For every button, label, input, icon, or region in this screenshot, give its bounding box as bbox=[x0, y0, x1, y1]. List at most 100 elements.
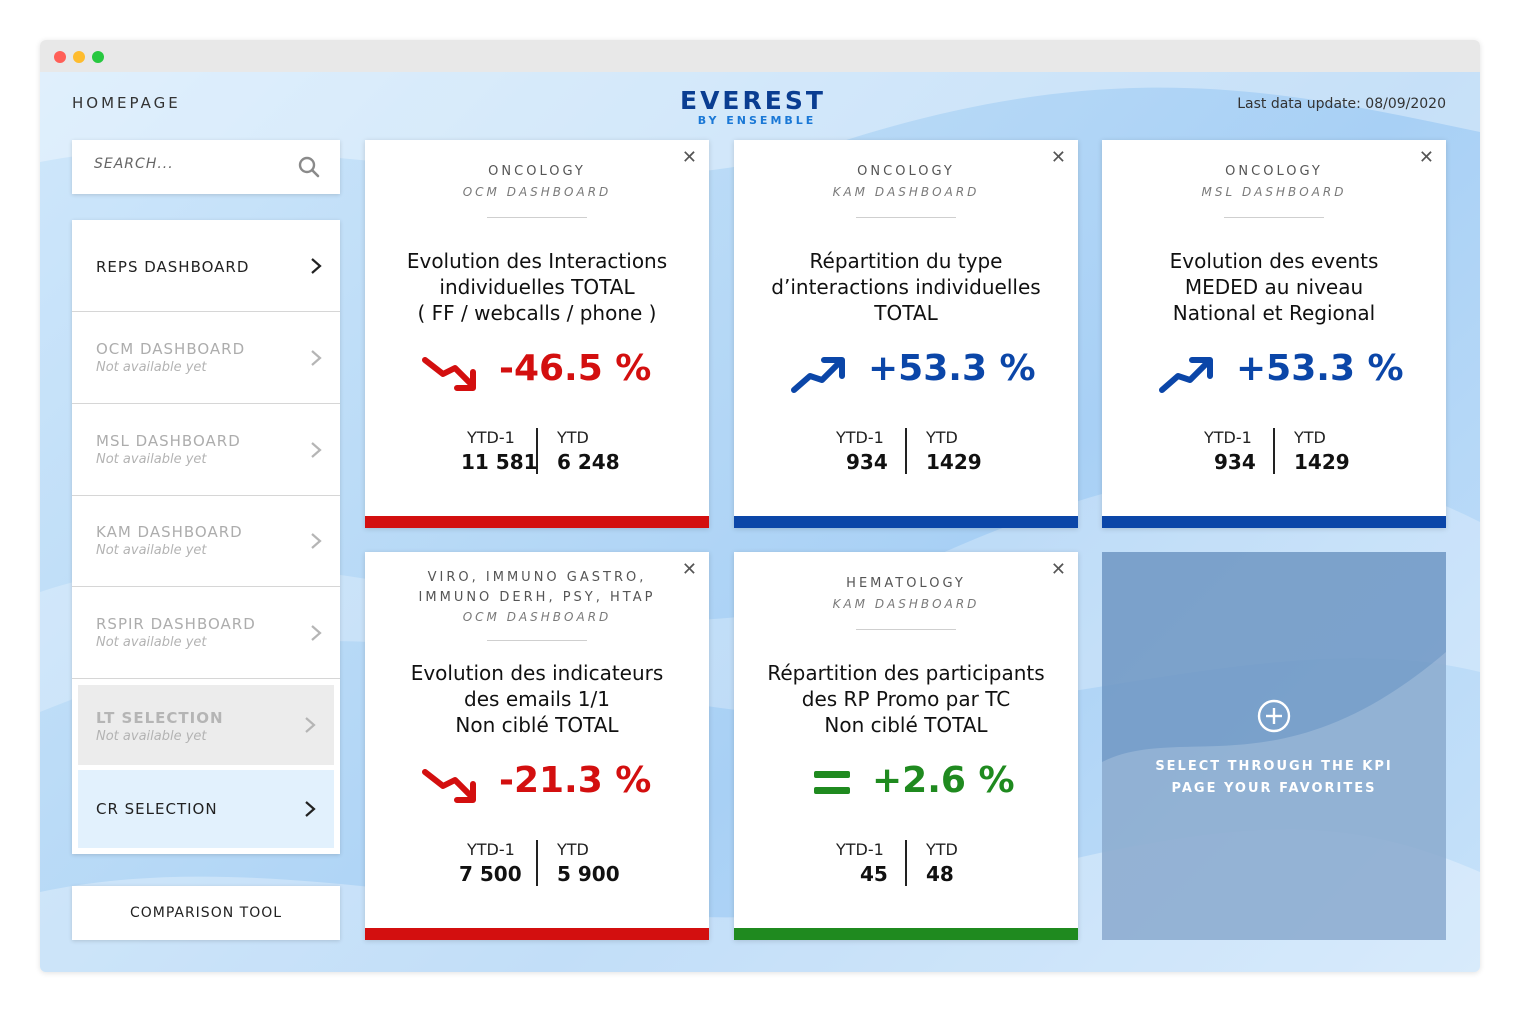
close-icon[interactable]: ✕ bbox=[1418, 147, 1434, 168]
browser-window: HOMEPAGE EVEREST BY ENSEMBLE Last data u… bbox=[40, 40, 1480, 972]
card-title-line: Evolution des events bbox=[1169, 249, 1379, 273]
close-window-icon[interactable] bbox=[54, 51, 66, 63]
kpi-value: +53.3 % bbox=[868, 348, 1036, 389]
card-title-line: Non ciblé TOTAL bbox=[455, 713, 619, 737]
card-title-line: Répartition du type bbox=[809, 249, 1003, 273]
add-favorite-card[interactable]: SELECT THROUGH THE KPI PAGE YOUR FAVORIT… bbox=[1102, 552, 1446, 940]
search-icon[interactable] bbox=[298, 156, 320, 178]
ytd-value: 6 248 bbox=[557, 450, 620, 474]
placeholder-text: SELECT THROUGH THE KPI PAGE YOUR FAVORIT… bbox=[1132, 756, 1416, 800]
card-title-line: National et Regional bbox=[1172, 301, 1376, 325]
ytd1-label: YTD-1 bbox=[836, 428, 884, 447]
card-title-line: Evolution des indicateurs bbox=[410, 661, 664, 685]
kpi-card[interactable]: ✕ ONCOLOGY MSL DASHBOARD Evolution des e… bbox=[1102, 140, 1446, 528]
card-divider bbox=[487, 217, 587, 218]
window-titlebar bbox=[40, 40, 1480, 72]
sidebar-item-reps-dashboard[interactable]: REPS DASHBOARD bbox=[72, 220, 340, 312]
search-input[interactable] bbox=[94, 156, 284, 172]
ytd1-label: YTD-1 bbox=[467, 428, 515, 447]
logo-sub-text: BY ENSEMBLE bbox=[697, 114, 817, 127]
trend-down-icon bbox=[422, 357, 476, 391]
sidebar-item-kam-dashboard[interactable]: KAM DASHBOARD Not available yet bbox=[72, 496, 340, 587]
card-title: Evolution des events MEDED au niveau Nat… bbox=[1112, 248, 1436, 326]
kpi-card[interactable]: ✕ ONCOLOGY OCM DASHBOARD Evolution des I… bbox=[365, 140, 709, 528]
ytd-separator bbox=[905, 428, 907, 474]
card-dashboard: OCM DASHBOARD bbox=[462, 185, 612, 199]
ytd-label: YTD bbox=[557, 840, 589, 859]
sidebar-item-label: REPS DASHBOARD bbox=[96, 258, 250, 276]
ytd-label: YTD bbox=[926, 840, 958, 859]
card-category: ONCOLOGY bbox=[857, 164, 955, 179]
ytd1-value: 11 581 bbox=[461, 450, 538, 474]
card-status-bar bbox=[365, 928, 709, 940]
card-dashboard: MSL DASHBOARD bbox=[1201, 185, 1347, 199]
card-dashboard: OCM DASHBOARD bbox=[462, 610, 612, 624]
sidebar-item-label: KAM DASHBOARD bbox=[96, 523, 243, 541]
placeholder-line: SELECT THROUGH THE KPI bbox=[1155, 759, 1393, 774]
ytd-value: 48 bbox=[926, 862, 954, 886]
card-category: HEMATOLOGY bbox=[846, 576, 966, 591]
kpi-card[interactable]: ✕ VIRO, IMMUNO GASTRO, IMMUNO DERH, PSY,… bbox=[365, 552, 709, 940]
sidebar-item-status: Not available yet bbox=[96, 360, 207, 375]
ytd1-label: YTD-1 bbox=[1204, 428, 1252, 447]
card-status-bar bbox=[1102, 516, 1446, 528]
sidebar-item-label: CR SELECTION bbox=[96, 800, 218, 818]
placeholder-line: PAGE YOUR FAVORITES bbox=[1171, 781, 1377, 796]
ytd-separator bbox=[536, 840, 538, 886]
ytd1-value: 45 bbox=[860, 862, 888, 886]
card-divider bbox=[1224, 217, 1324, 218]
last-data-update: Last data update: 08/09/2020 bbox=[1237, 96, 1446, 112]
card-divider bbox=[856, 217, 956, 218]
chevron-right-icon bbox=[305, 801, 316, 817]
card-title-line: Evolution des Interactions bbox=[406, 249, 668, 273]
ytd-value: 1429 bbox=[926, 450, 982, 474]
close-icon[interactable]: ✕ bbox=[681, 147, 697, 168]
card-title-line: individuelles TOTAL bbox=[439, 275, 635, 299]
plus-circle-icon[interactable] bbox=[1256, 698, 1292, 734]
card-title-line: ( FF / webcalls / phone ) bbox=[417, 301, 657, 325]
close-icon[interactable]: ✕ bbox=[681, 559, 697, 580]
sidebar-item-label: LT SELECTION bbox=[96, 709, 224, 727]
close-icon[interactable]: ✕ bbox=[1050, 559, 1066, 580]
kpi-card[interactable]: ✕ HEMATOLOGY KAM DASHBOARD Répartition d… bbox=[734, 552, 1078, 940]
sidebar-item-msl-dashboard[interactable]: MSL DASHBOARD Not available yet bbox=[72, 404, 340, 496]
maximize-window-icon[interactable] bbox=[92, 51, 104, 63]
kpi-value: -46.5 % bbox=[499, 348, 652, 389]
card-status-bar bbox=[734, 928, 1078, 940]
card-category: IMMUNO DERH, PSY, HTAP bbox=[418, 590, 656, 605]
sidebar-item-cr-selection[interactable]: CR SELECTION bbox=[78, 770, 334, 848]
ytd1-value: 934 bbox=[1214, 450, 1256, 474]
sidebar-item-lt-selection[interactable]: LT SELECTION Not available yet bbox=[78, 685, 334, 765]
sidebar-item-ocm-dashboard[interactable]: OCM DASHBOARD Not available yet bbox=[72, 312, 340, 404]
card-title-line: Non ciblé TOTAL bbox=[824, 713, 988, 737]
sidebar-item-status: Not available yet bbox=[96, 635, 207, 650]
ytd-label: YTD bbox=[1294, 428, 1326, 447]
sidebar-nav: REPS DASHBOARD OCM DASHBOARD Not availab… bbox=[72, 220, 340, 854]
trend-up-icon bbox=[791, 357, 845, 393]
comparison-tool-button[interactable]: COMPARISON TOOL bbox=[72, 886, 340, 940]
card-title-line: des emails 1/1 bbox=[464, 687, 610, 711]
sidebar-item-status: Not available yet bbox=[96, 543, 207, 558]
card-title-line: des RP Promo par TC bbox=[801, 687, 1011, 711]
card-category: ONCOLOGY bbox=[1225, 164, 1323, 179]
ytd1-value: 934 bbox=[846, 450, 888, 474]
sidebar-item-status: Not available yet bbox=[96, 729, 207, 744]
sidebar-item-rspir-dashboard[interactable]: RSPIR DASHBOARD Not available yet bbox=[72, 587, 340, 679]
card-title: Evolution des Interactions individuelles… bbox=[375, 248, 699, 326]
card-category: ONCOLOGY bbox=[488, 164, 586, 179]
ytd-value: 1429 bbox=[1294, 450, 1350, 474]
kpi-card[interactable]: ✕ ONCOLOGY KAM DASHBOARD Répartition du … bbox=[734, 140, 1078, 528]
ytd1-label: YTD-1 bbox=[836, 840, 884, 859]
chevron-right-icon bbox=[311, 533, 322, 549]
card-title: Evolution des indicateurs des emails 1/1… bbox=[375, 660, 699, 738]
chevron-right-icon bbox=[311, 258, 322, 274]
card-category: VIRO, IMMUNO GASTRO, bbox=[427, 570, 647, 585]
card-title-line: Répartition des participants bbox=[767, 661, 1045, 685]
ytd1-label: YTD-1 bbox=[467, 840, 515, 859]
card-divider bbox=[487, 640, 587, 641]
close-icon[interactable]: ✕ bbox=[1050, 147, 1066, 168]
card-title: Répartition des participants des RP Prom… bbox=[744, 660, 1068, 738]
page-content: HOMEPAGE EVEREST BY ENSEMBLE Last data u… bbox=[40, 72, 1480, 972]
minimize-window-icon[interactable] bbox=[73, 51, 85, 63]
card-title-line: d’interactions individuelles bbox=[771, 275, 1041, 299]
